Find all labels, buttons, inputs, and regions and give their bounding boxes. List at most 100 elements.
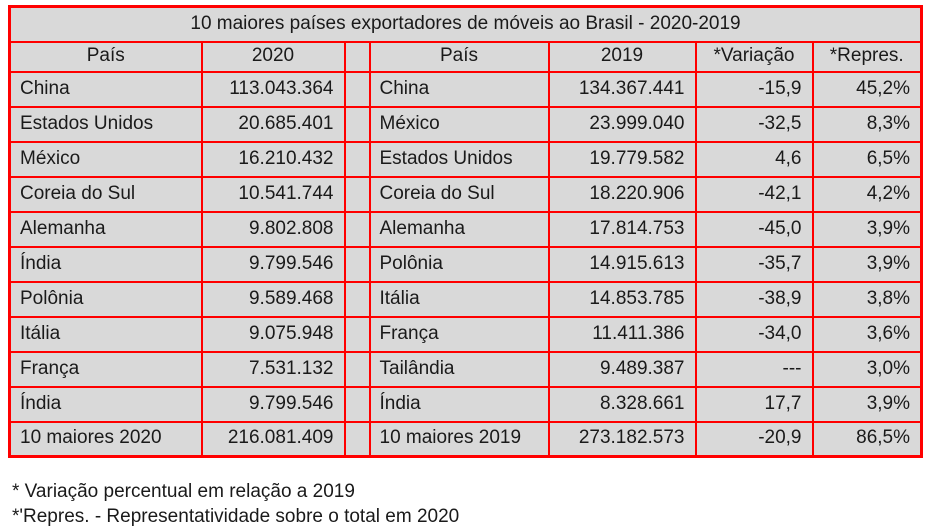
spacer-cell: [343, 140, 371, 178]
table-row: Polônia 9.589.468 Itália 14.853.785 -38,…: [8, 280, 923, 318]
col-header-2020: 2020: [200, 40, 346, 73]
cell-country-2020: México: [8, 140, 203, 178]
footnote-variation: * Variação percentual em relação a 2019: [12, 481, 355, 502]
cell-variation: -35,7: [694, 245, 814, 283]
spacer-cell: [343, 280, 371, 318]
cell-value-2020: 9.075.948: [200, 315, 346, 353]
table-row: China 113.043.364 China 134.367.441 -15,…: [8, 70, 923, 108]
exporters-table-sheet: 10 maiores países exportadores de móveis…: [8, 5, 923, 458]
cell-value-2020: 9.589.468: [200, 280, 346, 318]
cell-representation: 4,2%: [811, 175, 923, 213]
spacer-column-header: [343, 40, 371, 73]
cell-representation: 6,5%: [811, 140, 923, 178]
col-header-variation: *Variação: [694, 40, 814, 73]
spacer-cell: [343, 350, 371, 388]
cell-value-2020: 113.043.364: [200, 70, 346, 108]
cell-country-2019: China: [368, 70, 550, 108]
cell-value-2020: 7.531.132: [200, 350, 346, 388]
cell-representation: 8,3%: [811, 105, 923, 143]
cell-country-2019: Alemanha: [368, 210, 550, 248]
cell-value-2020: 20.685.401: [200, 105, 346, 143]
cell-value-2019: 8.328.661: [547, 385, 697, 423]
cell-variation: -38,9: [694, 280, 814, 318]
cell-representation: 45,2%: [811, 70, 923, 108]
cell-variation: -32,5: [694, 105, 814, 143]
cell-value-2020: 16.210.432: [200, 140, 346, 178]
col-header-representation: *Repres.: [811, 40, 923, 73]
spacer-cell: [343, 315, 371, 353]
cell-representation: 3,8%: [811, 280, 923, 318]
cell-variation: 4,6: [694, 140, 814, 178]
cell-value-2019: 14.853.785: [547, 280, 697, 318]
cell-total-value-2020: 216.081.409: [200, 420, 346, 458]
spacer-cell: [343, 105, 371, 143]
table-row: França 7.531.132 Tailândia 9.489.387 ---…: [8, 350, 923, 388]
cell-variation: -45,0: [694, 210, 814, 248]
spacer-cell: [343, 245, 371, 283]
cell-representation: 3,9%: [811, 245, 923, 283]
cell-variation: ---: [694, 350, 814, 388]
cell-total-representation: 86,5%: [811, 420, 923, 458]
col-header-country-2019: País: [368, 40, 550, 73]
cell-representation: 3,0%: [811, 350, 923, 388]
cell-value-2019: 17.814.753: [547, 210, 697, 248]
cell-total-value-2019: 273.182.573: [547, 420, 697, 458]
spacer-cell: [343, 175, 371, 213]
cell-total-label-2020: 10 maiores 2020: [8, 420, 203, 458]
cell-value-2020: 9.799.546: [200, 245, 346, 283]
cell-variation: -15,9: [694, 70, 814, 108]
cell-country-2020: Coreia do Sul: [8, 175, 203, 213]
cell-country-2019: Índia: [368, 385, 550, 423]
footnote-representation: *'Repres. - Representatividade sobre o t…: [12, 506, 460, 527]
cell-representation: 3,9%: [811, 210, 923, 248]
table-row: Índia 9.799.546 Polônia 14.915.613 -35,7…: [8, 245, 923, 283]
cell-total-label-2019: 10 maiores 2019: [368, 420, 550, 458]
spacer-cell: [343, 385, 371, 423]
table-row: México 16.210.432 Estados Unidos 19.779.…: [8, 140, 923, 178]
cell-representation: 3,9%: [811, 385, 923, 423]
cell-value-2020: 9.799.546: [200, 385, 346, 423]
cell-country-2020: França: [8, 350, 203, 388]
table-row: Coreia do Sul 10.541.744 Coreia do Sul 1…: [8, 175, 923, 213]
cell-country-2020: China: [8, 70, 203, 108]
table-row: Estados Unidos 20.685.401 México 23.999.…: [8, 105, 923, 143]
spacer-cell: [343, 70, 371, 108]
cell-country-2019: México: [368, 105, 550, 143]
spacer-cell: [343, 420, 371, 458]
cell-country-2019: Coreia do Sul: [368, 175, 550, 213]
cell-country-2020: Itália: [8, 315, 203, 353]
exporters-table: 10 maiores países exportadores de móveis…: [8, 5, 923, 458]
cell-total-variation: -20,9: [694, 420, 814, 458]
table-row: Alemanha 9.802.808 Alemanha 17.814.753 -…: [8, 210, 923, 248]
cell-value-2020: 10.541.744: [200, 175, 346, 213]
cell-value-2019: 19.779.582: [547, 140, 697, 178]
page-title: 10 maiores países exportadores de móveis…: [8, 5, 923, 43]
cell-variation: -42,1: [694, 175, 814, 213]
cell-value-2019: 18.220.906: [547, 175, 697, 213]
cell-country-2020: Índia: [8, 245, 203, 283]
cell-country-2020: Estados Unidos: [8, 105, 203, 143]
col-header-country-2020: País: [8, 40, 203, 73]
cell-country-2019: Estados Unidos: [368, 140, 550, 178]
cell-value-2019: 11.411.386: [547, 315, 697, 353]
cell-country-2019: Polônia: [368, 245, 550, 283]
footnotes: * Variação percentual em relação a 2019 …: [12, 479, 922, 529]
spacer-cell: [343, 210, 371, 248]
cell-variation: 17,7: [694, 385, 814, 423]
table-row: Itália 9.075.948 França 11.411.386 -34,0…: [8, 315, 923, 353]
header-row: País 2020 País 2019 *Variação *Repres.: [8, 40, 923, 73]
cell-country-2019: França: [368, 315, 550, 353]
cell-value-2019: 14.915.613: [547, 245, 697, 283]
title-row: 10 maiores países exportadores de móveis…: [8, 5, 923, 43]
table-row-total: 10 maiores 2020 216.081.409 10 maiores 2…: [8, 420, 923, 458]
cell-variation: -34,0: [694, 315, 814, 353]
cell-country-2019: Itália: [368, 280, 550, 318]
cell-country-2020: Polônia: [8, 280, 203, 318]
cell-value-2020: 9.802.808: [200, 210, 346, 248]
cell-value-2019: 23.999.040: [547, 105, 697, 143]
table-row: Índia 9.799.546 Índia 8.328.661 17,7 3,9…: [8, 385, 923, 423]
col-header-2019: 2019: [547, 40, 697, 73]
cell-country-2020: Índia: [8, 385, 203, 423]
cell-country-2020: Alemanha: [8, 210, 203, 248]
cell-representation: 3,6%: [811, 315, 923, 353]
